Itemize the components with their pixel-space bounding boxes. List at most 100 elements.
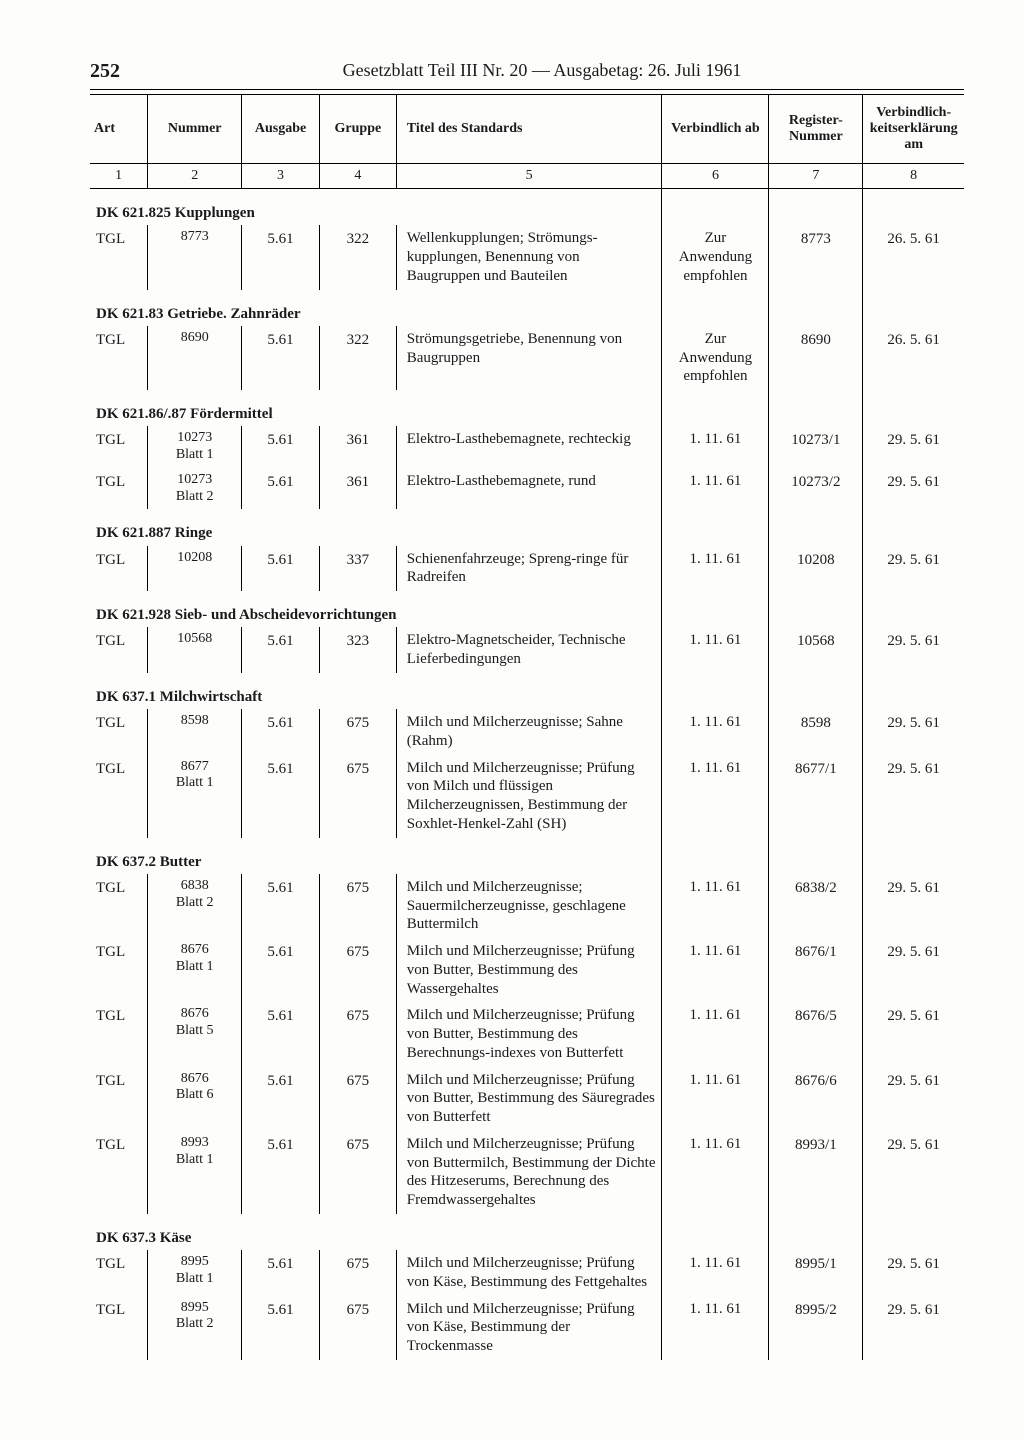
section-heading-row: DK 621.86/.87 Fördermittel [90, 390, 964, 426]
section-spacer [662, 509, 769, 545]
cell-ausgabe: 5.61 [242, 755, 320, 838]
section-spacer [769, 189, 863, 226]
cell-art: TGL [90, 546, 148, 592]
section-spacer [769, 1214, 863, 1250]
cell-gruppe: 337 [319, 546, 396, 592]
cell-erklaerung: 29. 5. 61 [863, 468, 964, 510]
cell-register: 8677/1 [769, 755, 863, 838]
cell-titel: Milch und Milcherzeugnisse; Sahne (Rahm) [396, 709, 662, 755]
colnum-7: 7 [769, 164, 863, 189]
cell-titel: Elektro-Lasthebemagnete, rund [396, 468, 662, 510]
colnum-6: 6 [662, 164, 769, 189]
cell-verbindlich: Zur Anwendung empfohlen [662, 326, 769, 390]
cell-ausgabe: 5.61 [242, 1067, 320, 1131]
cell-erklaerung: 29. 5. 61 [863, 627, 964, 673]
cell-erklaerung: 29. 5. 61 [863, 938, 964, 1002]
cell-gruppe: 675 [319, 709, 396, 755]
cell-register: 8676/5 [769, 1002, 863, 1066]
cell-titel: Milch und Milcherzeugnisse; Prüfung von … [396, 1131, 662, 1214]
section-spacer [863, 591, 964, 627]
cell-nummer: 8773 [148, 225, 242, 289]
cell-ausgabe: 5.61 [242, 874, 320, 938]
table-row: TGL87735.61322Wellenkupplungen; Strömung… [90, 225, 964, 289]
cell-gruppe: 675 [319, 1067, 396, 1131]
cell-ausgabe: 5.61 [242, 546, 320, 592]
cell-register: 10273/2 [769, 468, 863, 510]
cell-verbindlich: 1. 11. 61 [662, 468, 769, 510]
cell-ausgabe: 5.61 [242, 1296, 320, 1360]
cell-verbindlich: 1. 11. 61 [662, 1131, 769, 1214]
cell-register: 8676/6 [769, 1067, 863, 1131]
cell-art: TGL [90, 1002, 148, 1066]
section-heading: DK 621.825 Kupplungen [90, 189, 662, 226]
colnum-4: 4 [319, 164, 396, 189]
table-row: TGL85985.61675Milch und Milcherzeugnisse… [90, 709, 964, 755]
section-spacer [863, 673, 964, 709]
cell-gruppe: 361 [319, 468, 396, 510]
cell-register: 10568 [769, 627, 863, 673]
section-spacer [863, 390, 964, 426]
cell-register: 10208 [769, 546, 863, 592]
section-heading: DK 637.3 Käse [90, 1214, 662, 1250]
cell-titel: Elektro-Magnetscheider, Technische Liefe… [396, 627, 662, 673]
cell-ausgabe: 5.61 [242, 326, 320, 390]
cell-register: 8690 [769, 326, 863, 390]
section-heading-row: DK 621.83 Getriebe. Zahnräder [90, 290, 964, 326]
section-heading: DK 621.86/.87 Fördermittel [90, 390, 662, 426]
cell-verbindlich: 1. 11. 61 [662, 627, 769, 673]
cell-erklaerung: 29. 5. 61 [863, 874, 964, 938]
table-row: TGL8993Blatt 15.61675Milch und Milcherze… [90, 1131, 964, 1214]
section-spacer [662, 290, 769, 326]
cell-ausgabe: 5.61 [242, 709, 320, 755]
cell-art: TGL [90, 225, 148, 289]
section-spacer [662, 1214, 769, 1250]
table-row: TGL105685.61323Elektro-Magnetscheider, T… [90, 627, 964, 673]
section-spacer [769, 390, 863, 426]
cell-erklaerung: 29. 5. 61 [863, 1067, 964, 1131]
section-spacer [769, 591, 863, 627]
page-header: 252 Gesetzblatt Teil III Nr. 20 — Ausgab… [90, 60, 964, 90]
cell-art: TGL [90, 874, 148, 938]
cell-verbindlich: 1. 11. 61 [662, 709, 769, 755]
cell-ausgabe: 5.61 [242, 938, 320, 1002]
colnum-5: 5 [396, 164, 662, 189]
table-row: TGL86905.61322Strömungsgetriebe, Benennu… [90, 326, 964, 390]
cell-nummer: 10273Blatt 1 [148, 426, 242, 468]
standards-table: Art Nummer Ausgabe Gruppe Titel des Stan… [90, 94, 964, 1360]
cell-nummer: 8995Blatt 2 [148, 1296, 242, 1360]
cell-art: TGL [90, 938, 148, 1002]
cell-titel: Milch und Milcherzeugnisse; Prüfung von … [396, 938, 662, 1002]
col-verbindlich: Verbindlich ab [662, 95, 769, 164]
cell-ausgabe: 5.61 [242, 1002, 320, 1066]
cell-verbindlich: 1. 11. 61 [662, 1296, 769, 1360]
column-number-row: 1 2 3 4 5 6 7 8 [90, 164, 964, 189]
section-spacer [863, 290, 964, 326]
header-row: Art Nummer Ausgabe Gruppe Titel des Stan… [90, 95, 964, 164]
section-spacer [769, 673, 863, 709]
cell-ausgabe: 5.61 [242, 1131, 320, 1214]
cell-verbindlich: 1. 11. 61 [662, 426, 769, 468]
cell-gruppe: 675 [319, 1131, 396, 1214]
section-spacer [769, 838, 863, 874]
col-ausgabe: Ausgabe [242, 95, 320, 164]
section-spacer [662, 390, 769, 426]
section-heading-row: DK 621.825 Kupplungen [90, 189, 964, 226]
section-spacer [769, 290, 863, 326]
col-art: Art [90, 95, 148, 164]
cell-titel: Milch und Milcherzeugnisse; Prüfung von … [396, 1296, 662, 1360]
section-spacer [662, 189, 769, 226]
colnum-3: 3 [242, 164, 320, 189]
cell-nummer: 10568 [148, 627, 242, 673]
cell-gruppe: 675 [319, 1250, 396, 1296]
cell-nummer: 8995Blatt 1 [148, 1250, 242, 1296]
cell-nummer: 6838Blatt 2 [148, 874, 242, 938]
page: 252 Gesetzblatt Teil III Nr. 20 — Ausgab… [0, 0, 1024, 1439]
table-row: TGL6838Blatt 25.61675Milch und Milcherze… [90, 874, 964, 938]
cell-erklaerung: 29. 5. 61 [863, 1296, 964, 1360]
cell-register: 8993/1 [769, 1131, 863, 1214]
col-erklaerung: Verbindlich-keitserklärung am [863, 95, 964, 164]
section-spacer [662, 673, 769, 709]
cell-gruppe: 675 [319, 938, 396, 1002]
cell-verbindlich: 1. 11. 61 [662, 755, 769, 838]
cell-titel: Milch und Milcherzeugnisse; Prüfung von … [396, 1250, 662, 1296]
